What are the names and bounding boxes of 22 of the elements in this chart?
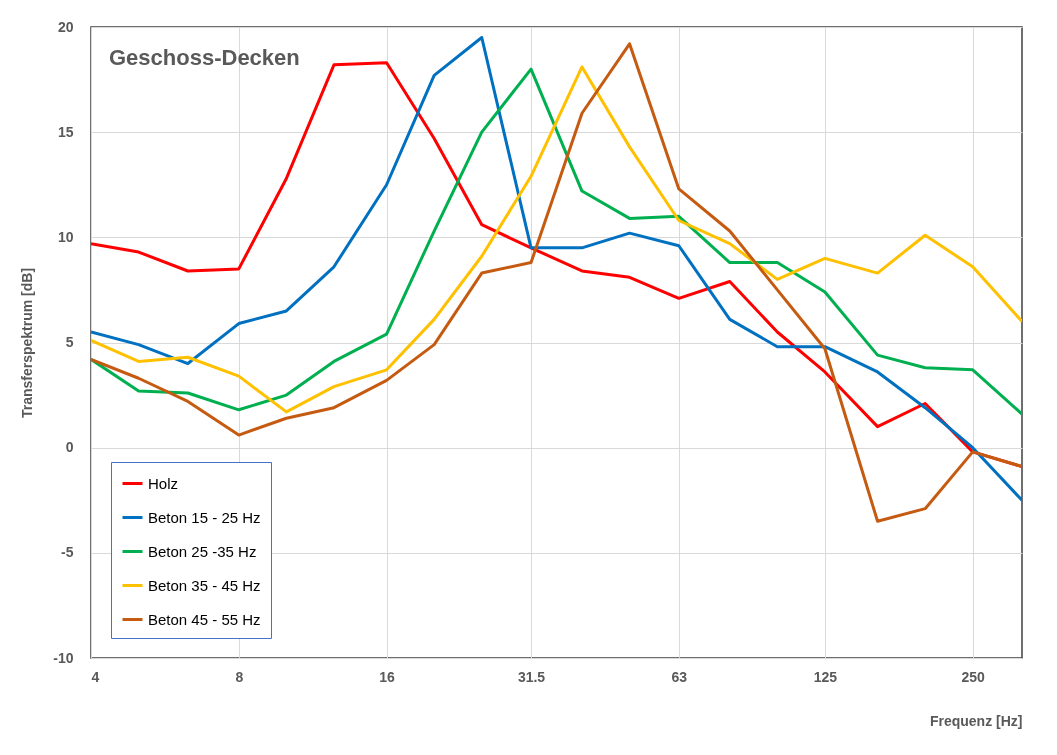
- y-tick-label: 10: [57, 228, 74, 245]
- legend-label: Beton 15 - 25 Hz: [148, 508, 261, 526]
- y-tick-label: -10: [53, 649, 74, 666]
- legend-label: Beton 25 -35 Hz: [148, 542, 257, 560]
- x-axis-title: Frequenz [Hz]: [929, 712, 1023, 729]
- y-axis-title: Transferspektrum [dB]: [19, 267, 36, 419]
- y-tick-label: -5: [61, 544, 74, 561]
- legend-label: Beton 35 - 45 Hz: [148, 576, 261, 594]
- legend-label: Beton 45 - 55 Hz: [148, 610, 261, 628]
- text: Geschoss-Decken: [109, 45, 300, 70]
- x-tick-label: 31.5: [517, 668, 546, 685]
- x-tick-label: 63: [671, 668, 688, 685]
- x-tick-label: 4: [91, 668, 100, 685]
- y-tick-label: 15: [57, 123, 74, 140]
- x-tick-label: 16: [379, 668, 396, 685]
- x-tick-label: 8: [235, 668, 244, 685]
- legend-label: Holz: [148, 474, 179, 492]
- y-tick-label: 0: [65, 439, 74, 456]
- y-tick-label: 20: [57, 18, 74, 35]
- x-tick-label: 250: [961, 668, 986, 685]
- y-tick-label: 5: [65, 334, 74, 350]
- x-tick-label: 125: [813, 668, 838, 685]
